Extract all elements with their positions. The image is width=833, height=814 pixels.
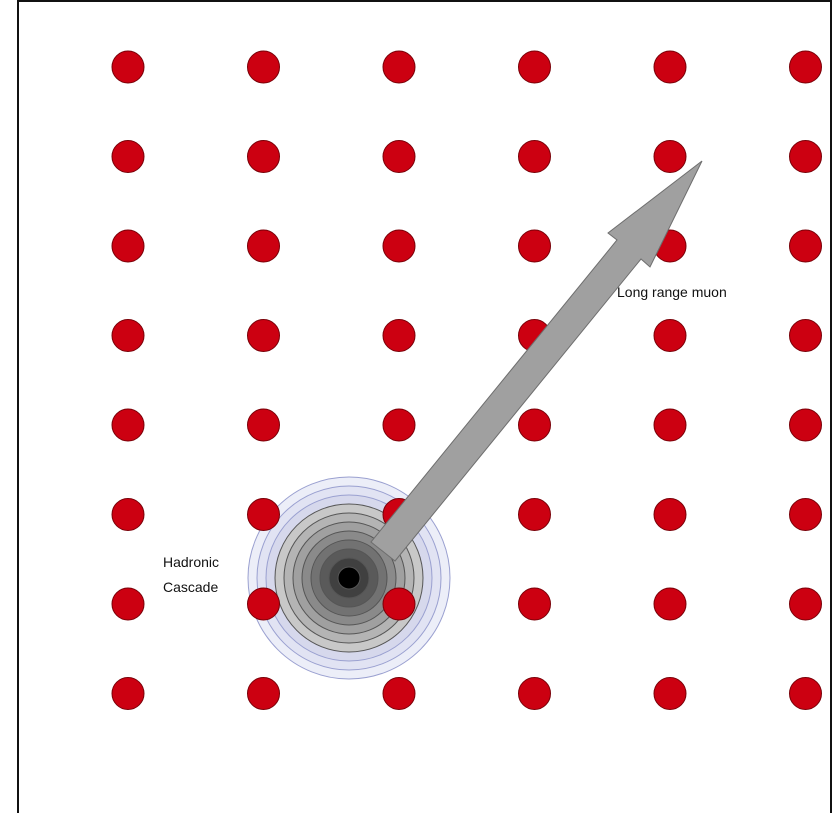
muon-arrow-icon <box>370 160 703 562</box>
sensor-dot-icon <box>247 319 280 352</box>
sensor-dot-icon <box>653 140 687 173</box>
sensor-dot-icon <box>382 408 416 442</box>
sensor-dot-icon <box>789 319 822 352</box>
sensor-dot-icon <box>518 229 551 263</box>
sensor-dot-icon <box>653 587 687 621</box>
sensor-dot-icon <box>111 229 145 263</box>
sensor-dot-icon <box>518 677 551 710</box>
sensor-dot-icon <box>111 587 145 621</box>
sensor-dot-icon <box>518 498 551 531</box>
sensor-dot-icon <box>247 50 280 84</box>
muon-label: Long range muon <box>617 284 727 300</box>
sensor-dot-icon <box>789 408 822 442</box>
sensor-dot-icon <box>789 50 822 84</box>
sensor-dot-icon <box>382 50 416 84</box>
sensor-grid <box>111 50 822 710</box>
sensor-dot-icon <box>653 677 687 710</box>
sensor-dot-icon <box>382 140 416 173</box>
sensor-dot-icon <box>382 319 416 352</box>
sensor-dot-icon <box>111 677 145 710</box>
cascade-ring <box>337 566 361 590</box>
sensor-dot-icon <box>653 319 687 352</box>
sensor-dot-icon <box>247 677 280 710</box>
sensor-dot-icon <box>111 50 145 84</box>
sensor-dot-icon <box>789 140 822 173</box>
sensor-dot-icon <box>653 50 687 84</box>
sensor-dot-icon <box>653 498 687 531</box>
sensor-dot-icon <box>653 408 687 442</box>
sensor-dot-icon <box>111 498 145 531</box>
sensor-dot-icon <box>518 408 551 442</box>
sensor-dot-icon <box>247 498 280 531</box>
diagram-frame <box>17 0 832 813</box>
sensor-dot-icon <box>111 319 145 352</box>
sensor-dot-icon <box>247 229 280 263</box>
sensor-dot-icon <box>111 408 145 442</box>
sensor-dot-icon <box>789 677 822 710</box>
sensor-dot-icon <box>382 677 416 710</box>
sensor-dot-icon <box>382 587 416 621</box>
sensor-dot-icon <box>247 408 280 442</box>
sensor-dot-icon <box>382 229 416 263</box>
sensor-dot-icon <box>789 498 822 531</box>
sensor-dot-icon <box>111 140 145 173</box>
sensor-dot-icon <box>247 587 280 621</box>
sensor-dot-icon <box>518 587 551 621</box>
sensor-dot-icon <box>518 140 551 173</box>
sensor-dot-icon <box>518 50 551 84</box>
sensor-dot-icon <box>247 140 280 173</box>
sensor-dot-icon <box>789 229 822 263</box>
cascade-label-line1: Hadronic <box>163 554 219 570</box>
sensor-dot-icon <box>789 587 822 621</box>
cascade-label-line2: Cascade <box>163 579 218 595</box>
